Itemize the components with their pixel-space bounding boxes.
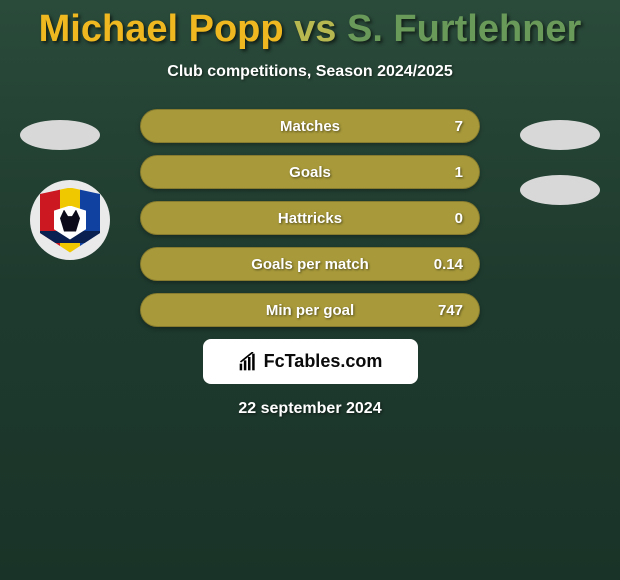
player1-name: Michael Popp bbox=[39, 8, 284, 50]
stat-label: Hattricks bbox=[278, 210, 342, 227]
chart-icon bbox=[238, 352, 258, 372]
stat-value: 7 bbox=[455, 118, 463, 135]
stat-row-hattricks: Hattricks 0 bbox=[140, 201, 480, 235]
stats-container: Matches 7 Goals 1 Hattricks 0 Goals per … bbox=[140, 109, 480, 327]
branding-text: FcTables.com bbox=[264, 351, 383, 372]
stat-row-mpg: Min per goal 747 bbox=[140, 293, 480, 327]
badge-inner bbox=[40, 188, 100, 253]
vs-separator: vs bbox=[284, 8, 347, 50]
stat-label: Matches bbox=[280, 118, 340, 135]
stat-row-matches: Matches 7 bbox=[140, 109, 480, 143]
player2-name: S. Furtlehner bbox=[347, 8, 581, 50]
stat-row-gpm: Goals per match 0.14 bbox=[140, 247, 480, 281]
player1-avatar-placeholder bbox=[20, 120, 100, 150]
stat-value: 0.14 bbox=[434, 256, 463, 273]
stat-value: 0 bbox=[455, 210, 463, 227]
stat-value: 1 bbox=[455, 164, 463, 181]
stat-value: 747 bbox=[438, 302, 463, 319]
snapshot-date: 22 september 2024 bbox=[0, 400, 620, 418]
stat-label: Min per goal bbox=[266, 302, 354, 319]
stat-row-goals: Goals 1 bbox=[140, 155, 480, 189]
player2-avatar-placeholder-1 bbox=[520, 120, 600, 150]
comparison-title: Michael Popp vs S. Furtlehner bbox=[0, 0, 620, 51]
player2-avatar-placeholder-2 bbox=[520, 175, 600, 205]
stat-label: Goals bbox=[289, 164, 331, 181]
stat-label: Goals per match bbox=[251, 256, 369, 273]
season-subtitle: Club competitions, Season 2024/2025 bbox=[0, 63, 620, 81]
club-badge bbox=[30, 180, 110, 260]
branding-badge: FcTables.com bbox=[203, 339, 418, 384]
